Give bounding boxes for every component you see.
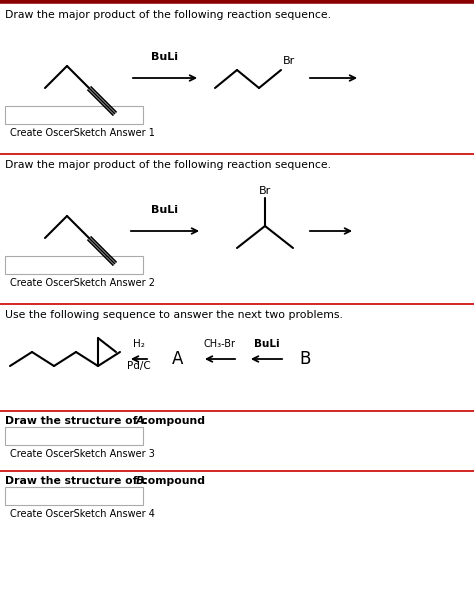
Text: B: B — [299, 350, 310, 368]
Bar — [5, 256, 143, 274]
Text: H₂: H₂ — [133, 339, 145, 349]
Text: CH₃-Br: CH₃-Br — [204, 339, 236, 349]
Text: Draw the major product of the following reaction sequence.: Draw the major product of the following … — [5, 160, 331, 170]
Text: A.: A. — [136, 416, 148, 426]
Text: Draw the structure of compound: Draw the structure of compound — [5, 416, 209, 426]
Text: Draw the structure of compound: Draw the structure of compound — [5, 476, 209, 486]
Text: B.: B. — [136, 476, 148, 486]
Text: Br: Br — [283, 56, 295, 66]
Text: Pd/C: Pd/C — [127, 361, 151, 371]
Text: Br: Br — [259, 186, 271, 196]
Text: Create OscerSketch Answer 4: Create OscerSketch Answer 4 — [10, 509, 155, 519]
Text: BuLi: BuLi — [152, 52, 179, 62]
Text: Create OscerSketch Answer 1: Create OscerSketch Answer 1 — [10, 128, 155, 138]
Text: Create OscerSketch Answer 2: Create OscerSketch Answer 2 — [10, 278, 155, 288]
Bar — [5, 427, 143, 445]
Text: Create OscerSketch Answer 3: Create OscerSketch Answer 3 — [10, 449, 155, 459]
Bar — [5, 487, 143, 505]
Text: BuLi: BuLi — [254, 339, 279, 349]
Text: BuLi: BuLi — [152, 205, 179, 215]
Text: A: A — [173, 350, 184, 368]
Text: Draw the major product of the following reaction sequence.: Draw the major product of the following … — [5, 10, 331, 20]
Bar — [5, 106, 143, 124]
Text: Use the following sequence to answer the next two problems.: Use the following sequence to answer the… — [5, 310, 343, 320]
